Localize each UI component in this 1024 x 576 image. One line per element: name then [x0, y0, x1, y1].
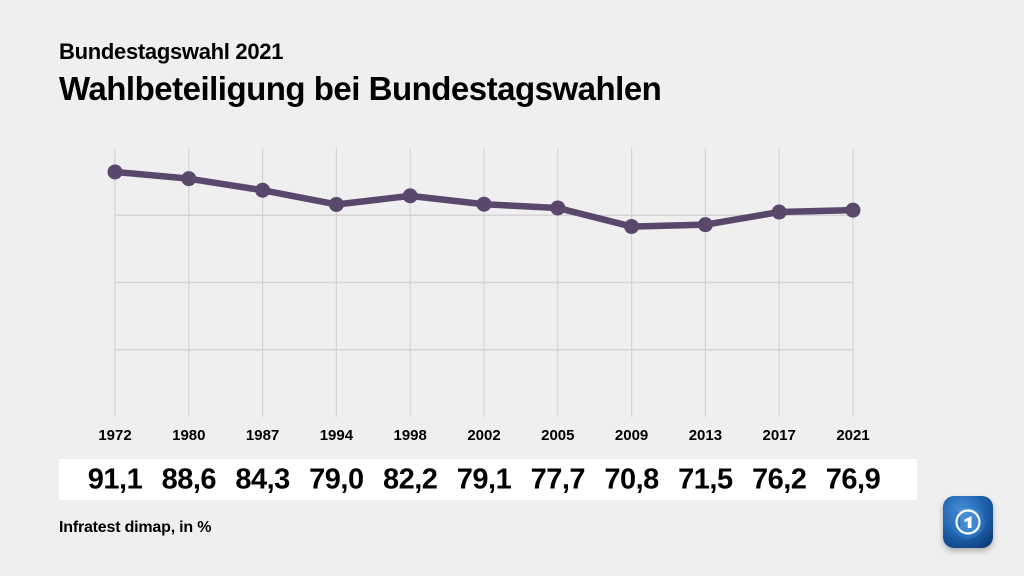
value-label: 91,1 [87, 463, 143, 495]
x-axis-label: 2017 [762, 427, 796, 444]
value-label: 88,6 [161, 463, 217, 495]
value-label: 76,2 [751, 463, 807, 495]
data-point [845, 202, 861, 218]
x-axis-label: 2013 [688, 427, 723, 444]
data-point [476, 196, 492, 212]
x-axis-label: 2005 [541, 427, 575, 444]
data-point [624, 219, 640, 235]
x-axis-label: 2009 [614, 427, 649, 444]
data-point [697, 217, 713, 233]
data-point [771, 204, 787, 220]
values-band: 91,1 88,6 84,3 79,0 82,2 79,1 77,7 70,8 71,5 76,2… [59, 459, 917, 500]
data-point [550, 200, 566, 216]
data-point [181, 171, 197, 187]
logo-ring [955, 509, 981, 535]
x-axis-label: 2002 [467, 427, 501, 444]
value-label: 82,2 [382, 463, 438, 495]
x-axis-label: 1972 [98, 427, 132, 444]
data-point [402, 188, 418, 204]
value-label: 77,7 [530, 463, 586, 495]
x-axis-label: 1994 [319, 427, 354, 444]
value-label: 84,3 [235, 463, 290, 495]
value-label: 76,9 [825, 463, 881, 495]
page-title: Wahlbeteiligung bei Bundestagswahlen [59, 70, 662, 107]
kicker: Bundestagswahl 2021 [59, 39, 284, 64]
ard-one-glyph [964, 516, 972, 528]
value-label: 79,1 [456, 463, 512, 495]
data-point [255, 182, 271, 198]
source-note: Infratest dimap, in % [59, 519, 212, 536]
x-axis-label: 1998 [393, 427, 427, 444]
x-axis-label: 1987 [245, 427, 280, 444]
value-label: 79,0 [309, 463, 364, 495]
x-axis-labels: 1972 1980 1987 1994 1998 2002 2005 2009 2013 2017… [0, 427, 1024, 447]
data-point [328, 196, 344, 212]
value-label: 70,8 [604, 463, 659, 495]
data-point [107, 164, 123, 180]
x-axis-label: 2021 [836, 427, 870, 444]
value-label: 71,5 [678, 463, 733, 495]
ard-logo-icon [943, 496, 993, 548]
x-axis-label: 1980 [172, 427, 206, 444]
